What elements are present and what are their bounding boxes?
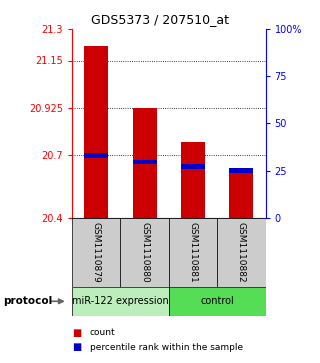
Bar xyxy=(181,142,205,218)
Bar xyxy=(132,160,157,164)
Text: count: count xyxy=(90,329,115,337)
Bar xyxy=(169,287,266,316)
Text: percentile rank within the sample: percentile rank within the sample xyxy=(90,343,243,352)
Bar xyxy=(229,170,253,218)
Text: ■: ■ xyxy=(72,328,81,338)
Bar xyxy=(72,218,120,287)
Bar xyxy=(169,218,217,287)
Text: GSM1110880: GSM1110880 xyxy=(140,222,149,283)
Bar xyxy=(132,108,157,218)
Text: ■: ■ xyxy=(72,342,81,352)
Text: GDS5373 / 207510_at: GDS5373 / 207510_at xyxy=(91,13,229,26)
Text: GSM1110882: GSM1110882 xyxy=(237,222,246,283)
Bar xyxy=(181,164,205,168)
Text: control: control xyxy=(200,296,234,306)
Bar xyxy=(72,287,169,316)
Text: miR-122 expression: miR-122 expression xyxy=(72,296,169,306)
Bar xyxy=(217,218,266,287)
Bar xyxy=(84,46,108,218)
Text: GSM1110881: GSM1110881 xyxy=(188,222,197,283)
Text: GSM1110879: GSM1110879 xyxy=(92,222,101,283)
Bar xyxy=(84,154,108,158)
Bar xyxy=(229,168,253,173)
Bar xyxy=(120,218,169,287)
Text: protocol: protocol xyxy=(3,296,52,306)
